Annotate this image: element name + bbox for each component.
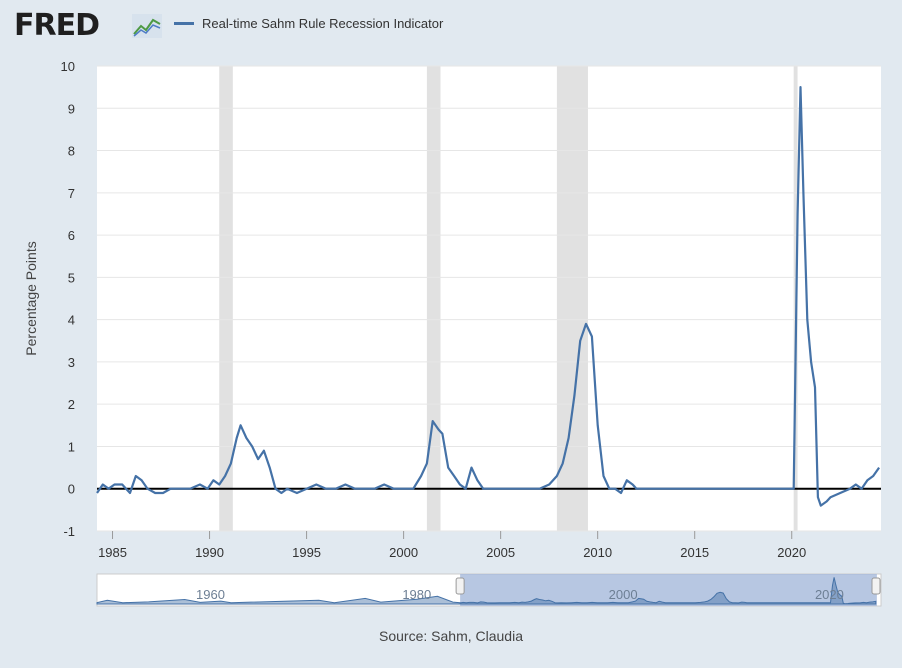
y-tick-label-6: 6 <box>68 228 75 243</box>
source-credit: Source: Sahm, Claudia <box>379 628 523 644</box>
fred-logo[interactable]: FRED <box>14 8 100 43</box>
series-line-sahm-rule[interactable] <box>96 85 881 507</box>
recession-band-1 <box>426 66 441 531</box>
recession-band-2 <box>556 66 588 531</box>
y-tick-label-3: 3 <box>68 355 75 370</box>
y-tick-label-1: 1 <box>68 439 75 454</box>
y-tick-label-7: 7 <box>68 186 75 201</box>
y-tick-label-9: 9 <box>68 101 75 116</box>
y-tick-label-10: 10 <box>61 59 75 74</box>
navigator-selected-range[interactable] <box>460 574 877 606</box>
navigator-series-area <box>96 577 877 605</box>
x-tick-label-2015: 2015 <box>680 545 709 560</box>
x-tick-label-1985: 1985 <box>98 545 127 560</box>
navigator-label-2000: 2000 <box>609 587 638 602</box>
legend-swatch <box>174 22 194 25</box>
y-tick-label-4: 4 <box>68 313 75 328</box>
legend[interactable]: Real-time Sahm Rule Recession Indicator <box>174 16 443 31</box>
chart: -1 0 1 2 3 4 5 6 7 8 9 10 1985 1990 1995 2000 2005 2010 20… <box>23 59 882 607</box>
x-tick-label-2000: 2000 <box>389 545 418 560</box>
y-axis-label: Percentage Points <box>23 241 39 355</box>
x-tick-label-2005: 2005 <box>486 545 515 560</box>
fred-chart-logo-icon <box>132 14 162 38</box>
navigator-label-1980: 1980 <box>402 587 431 602</box>
navigator-label-1960: 1960 <box>196 587 225 602</box>
navigator-handle-right[interactable] <box>871 577 881 595</box>
navigator-handle-left[interactable] <box>455 577 465 595</box>
chart-header: FRED Real-time Sahm Rule Recession Indic… <box>14 8 894 44</box>
legend-label: Real-time Sahm Rule Recession Indicator <box>202 16 444 31</box>
x-tick-label-1995: 1995 <box>292 545 321 560</box>
y-tick-label-2: 2 <box>68 397 75 412</box>
navigator-label-2020: 2020 <box>815 587 844 602</box>
x-tick-label-2020: 2020 <box>777 545 806 560</box>
y-tick-label-8: 8 <box>68 144 75 159</box>
x-tick-label-2010: 2010 <box>583 545 612 560</box>
y-tick-label-0: 0 <box>68 482 75 497</box>
x-tick-label-1990: 1990 <box>195 545 224 560</box>
plot-area <box>97 66 881 531</box>
y-tick-label--1: -1 <box>63 524 75 539</box>
y-tick-label-5: 5 <box>68 270 75 285</box>
recession-band-0 <box>219 66 233 531</box>
